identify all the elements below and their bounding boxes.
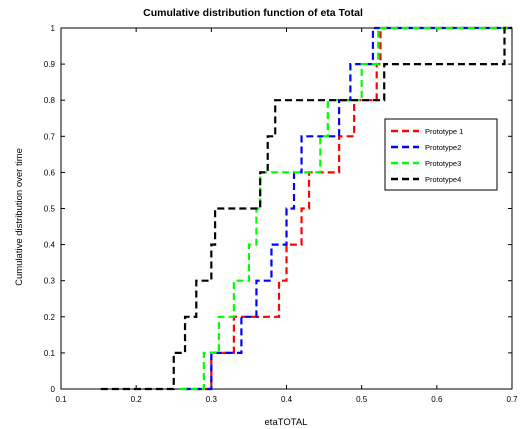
y-tick-label: 0.9 [44, 60, 56, 69]
y-tick-label: 0.1 [44, 349, 56, 358]
x-tick-label: 0.4 [281, 395, 293, 404]
y-tick-label: 0.3 [44, 277, 56, 286]
chart-title: Cumulative distribution function of eta … [143, 7, 363, 19]
legend-label: Prototype 1 [425, 127, 463, 136]
axis-ticks: 0.1 0.2 0.3 0.4 0.5 0.6 0.700.10.20.30.40.50.6… [44, 24, 518, 404]
series-layer [100, 26, 512, 391]
x-tick-label: 0.1 [55, 395, 67, 404]
series-line-3 [179, 26, 512, 391]
y-tick-label: 0.7 [44, 132, 56, 141]
x-tick-label: 0.6 [431, 395, 443, 404]
legend-label: Prototype3 [425, 159, 461, 168]
y-tick-label: 0.4 [44, 241, 56, 250]
legend-label: Prototype2 [425, 143, 461, 152]
series-line-4 [100, 26, 512, 391]
y-tick-label: 1 [51, 24, 56, 33]
x-tick-label: 0.7 [506, 395, 518, 404]
x-axis-label: etaTOTAL [265, 417, 308, 428]
y-tick-label: 0 [51, 385, 56, 394]
y-axis-label: Cumulative distribution over time [14, 148, 25, 286]
y-tick-label: 0.6 [44, 168, 56, 177]
y-tick-label: 0.8 [44, 96, 56, 105]
legend-label: Prototype4 [425, 175, 461, 184]
x-tick-label: 0.3 [206, 395, 218, 404]
series-line-2 [185, 26, 512, 391]
y-tick-label: 0.2 [44, 313, 56, 322]
x-tick-label: 0.5 [356, 395, 368, 404]
legend: Prototype 1 Prototype2 Prototype3 Prototype… [384, 118, 498, 191]
x-tick-label: 0.2 [131, 395, 143, 404]
y-tick-label: 0.5 [44, 205, 56, 214]
